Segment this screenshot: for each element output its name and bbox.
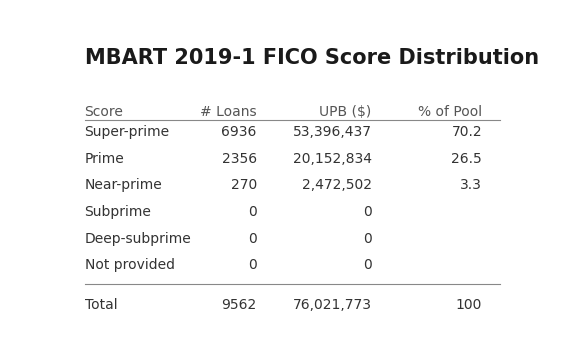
Text: 2356: 2356 xyxy=(222,152,256,165)
Text: 26.5: 26.5 xyxy=(451,152,482,165)
Text: 0: 0 xyxy=(363,232,372,246)
Text: 2,472,502: 2,472,502 xyxy=(302,178,372,192)
Text: 0: 0 xyxy=(248,232,256,246)
Text: Subprime: Subprime xyxy=(84,205,152,219)
Text: % of Pool: % of Pool xyxy=(418,105,482,119)
Text: Score: Score xyxy=(84,105,123,119)
Text: 0: 0 xyxy=(363,258,372,272)
Text: Near-prime: Near-prime xyxy=(84,178,162,192)
Text: Deep-subprime: Deep-subprime xyxy=(84,232,192,246)
Text: Prime: Prime xyxy=(84,152,124,165)
Text: 20,152,834: 20,152,834 xyxy=(292,152,372,165)
Text: 0: 0 xyxy=(248,258,256,272)
Text: 270: 270 xyxy=(230,178,256,192)
Text: 9562: 9562 xyxy=(222,298,256,312)
Text: 3.3: 3.3 xyxy=(460,178,482,192)
Text: 0: 0 xyxy=(363,205,372,219)
Text: MBART 2019-1 FICO Score Distribution: MBART 2019-1 FICO Score Distribution xyxy=(84,48,539,68)
Text: UPB ($): UPB ($) xyxy=(319,105,372,119)
Text: 100: 100 xyxy=(455,298,482,312)
Text: 70.2: 70.2 xyxy=(451,125,482,139)
Text: 53,396,437: 53,396,437 xyxy=(292,125,372,139)
Text: Not provided: Not provided xyxy=(84,258,174,272)
Text: # Loans: # Loans xyxy=(200,105,256,119)
Text: 0: 0 xyxy=(248,205,256,219)
Text: 6936: 6936 xyxy=(221,125,256,139)
Text: Super-prime: Super-prime xyxy=(84,125,170,139)
Text: Total: Total xyxy=(84,298,117,312)
Text: 76,021,773: 76,021,773 xyxy=(292,298,372,312)
